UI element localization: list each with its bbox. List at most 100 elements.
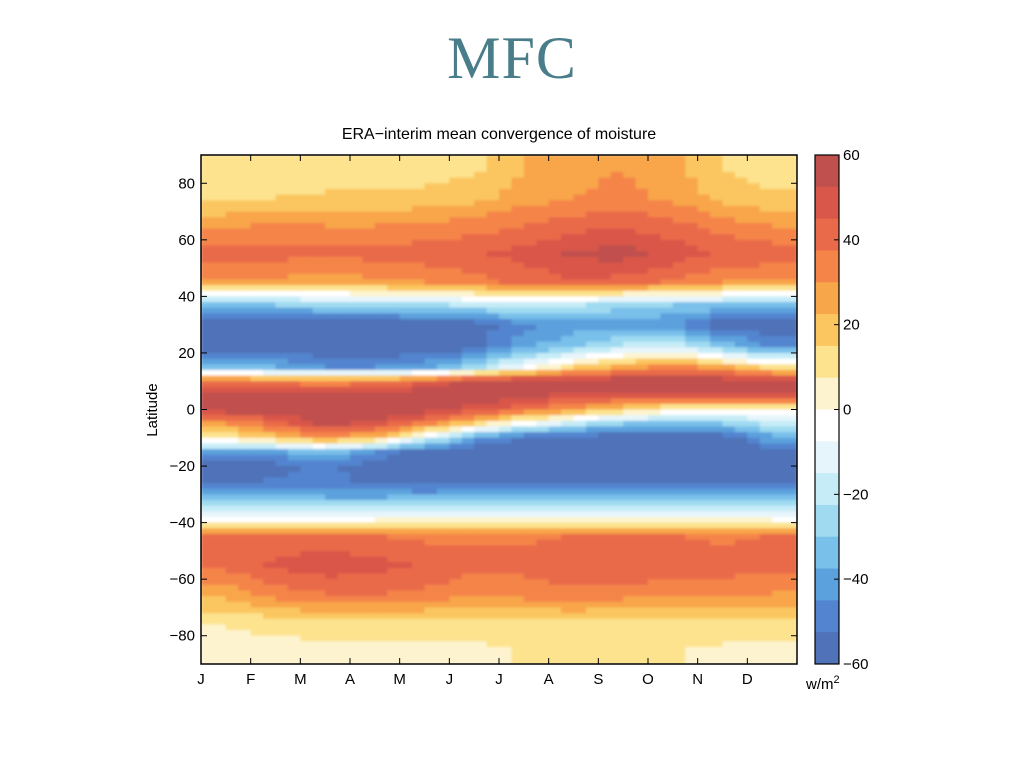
heatmap-cell xyxy=(461,211,475,218)
heatmap-cell xyxy=(213,550,227,558)
heatmap-cell xyxy=(710,194,724,201)
heatmap-cell xyxy=(523,211,537,218)
heatmap-cell xyxy=(734,335,748,343)
heatmap-cell xyxy=(387,584,401,592)
heatmap-cell xyxy=(722,375,736,382)
heatmap-cell xyxy=(337,375,351,382)
heatmap-cell xyxy=(337,352,351,360)
heatmap-cell xyxy=(201,477,215,484)
heatmap-cell xyxy=(623,268,637,275)
heatmap-cell xyxy=(585,528,599,535)
heatmap-cell xyxy=(300,217,314,224)
heatmap-cell xyxy=(201,562,215,569)
heatmap-cell xyxy=(250,262,264,269)
heatmap-cell xyxy=(337,200,351,207)
heatmap-cell xyxy=(573,443,587,450)
heatmap-cell xyxy=(536,483,550,490)
heatmap-cell xyxy=(722,324,736,331)
heatmap-cell xyxy=(263,375,277,382)
heatmap-cell xyxy=(772,335,786,343)
heatmap-cell xyxy=(238,285,252,292)
heatmap-cell xyxy=(287,516,301,524)
heatmap-cell xyxy=(350,449,364,456)
heatmap-cell xyxy=(337,177,351,184)
heatmap-cell xyxy=(461,449,475,456)
heatmap-cell xyxy=(362,415,376,422)
heatmap-cell xyxy=(300,477,314,484)
heatmap-cell xyxy=(548,573,562,580)
heatmap-cell xyxy=(710,358,724,365)
heatmap-cell xyxy=(610,409,624,416)
heatmap-cell xyxy=(436,364,450,371)
heatmap-cell xyxy=(412,556,426,563)
heatmap-cell xyxy=(784,285,797,292)
heatmap-cell xyxy=(250,488,264,495)
heatmap-cell xyxy=(511,624,525,631)
heatmap-cell xyxy=(337,432,351,439)
heatmap-cell xyxy=(759,183,773,190)
heatmap-cell xyxy=(784,217,797,224)
heatmap-cell xyxy=(697,375,711,382)
heatmap-cell xyxy=(263,613,277,620)
heatmap-cell xyxy=(312,590,326,597)
heatmap-cell xyxy=(523,409,537,416)
heatmap-cell xyxy=(275,234,289,241)
heatmap-cell xyxy=(287,426,301,433)
heatmap-cell xyxy=(337,251,351,258)
heatmap-cell xyxy=(772,262,786,269)
heatmap-cell xyxy=(573,420,587,428)
heatmap-cell xyxy=(287,415,301,422)
heatmap-cell xyxy=(250,635,264,642)
heatmap-cell xyxy=(201,516,215,524)
heatmap-cell xyxy=(238,658,252,664)
heatmap-cell xyxy=(486,516,500,524)
heatmap-cell xyxy=(772,239,786,247)
heatmap-cell xyxy=(213,652,227,659)
heatmap-cell xyxy=(325,528,339,535)
heatmap-cell xyxy=(225,545,239,552)
heatmap-cell xyxy=(213,641,227,648)
x-tick-label: O xyxy=(642,671,654,688)
heatmap-cell xyxy=(759,251,773,258)
heatmap-cell xyxy=(523,273,537,281)
heatmap-cell xyxy=(238,302,252,309)
heatmap-cell xyxy=(287,188,301,196)
heatmap-cell xyxy=(399,426,413,433)
heatmap-cell xyxy=(523,652,537,659)
heatmap-cell xyxy=(263,403,277,411)
heatmap-cell xyxy=(747,562,761,569)
heatmap-cell xyxy=(474,550,488,558)
heatmap-cell xyxy=(250,392,264,399)
heatmap-cell xyxy=(263,194,277,201)
heatmap-cell xyxy=(201,443,215,450)
heatmap-cell xyxy=(697,505,711,512)
heatmap-cell xyxy=(312,188,326,196)
heatmap-cell xyxy=(486,562,500,569)
heatmap-cell xyxy=(350,183,364,190)
heatmap-cell xyxy=(610,375,624,382)
heatmap-cell xyxy=(747,443,761,450)
heatmap-cell xyxy=(747,460,761,467)
heatmap-cell xyxy=(722,511,736,518)
heatmap-cell xyxy=(610,369,624,377)
heatmap-cell xyxy=(263,449,277,456)
heatmap-cell xyxy=(250,369,264,377)
y-tick-label: 20 xyxy=(178,345,195,362)
heatmap-cell xyxy=(561,556,575,563)
heatmap-cell xyxy=(772,454,786,461)
heatmap-cell xyxy=(598,183,612,190)
heatmap-cell xyxy=(337,211,351,218)
heatmap-cell xyxy=(536,302,550,309)
heatmap-cell xyxy=(772,222,786,230)
heatmap-cell xyxy=(350,528,364,535)
heatmap-cell xyxy=(362,562,376,569)
heatmap-cell xyxy=(312,471,326,478)
heatmap-cell xyxy=(424,194,438,201)
heatmap-cell xyxy=(287,341,301,348)
heatmap-cell xyxy=(300,488,314,495)
heatmap-cell xyxy=(238,256,252,264)
heatmap-cell xyxy=(263,313,277,320)
heatmap-cell xyxy=(585,550,599,558)
heatmap-cell xyxy=(486,466,500,473)
heatmap-cell xyxy=(474,607,488,614)
